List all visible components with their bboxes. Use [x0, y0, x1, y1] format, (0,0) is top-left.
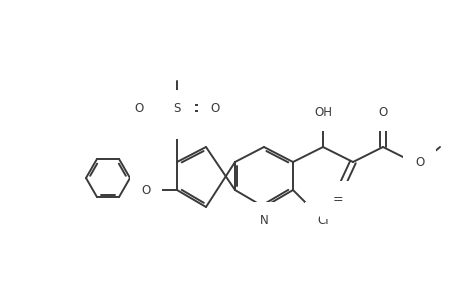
Text: O: O	[414, 155, 423, 169]
Text: S: S	[173, 101, 180, 115]
Text: =: =	[332, 194, 342, 206]
Text: N: N	[259, 214, 268, 227]
Text: HN: HN	[165, 114, 182, 127]
Text: O: O	[134, 101, 144, 115]
Text: OH: OH	[313, 106, 331, 119]
Text: O: O	[141, 184, 150, 196]
Text: O: O	[378, 106, 387, 119]
Text: Cl: Cl	[316, 214, 328, 227]
Text: O: O	[210, 101, 219, 115]
